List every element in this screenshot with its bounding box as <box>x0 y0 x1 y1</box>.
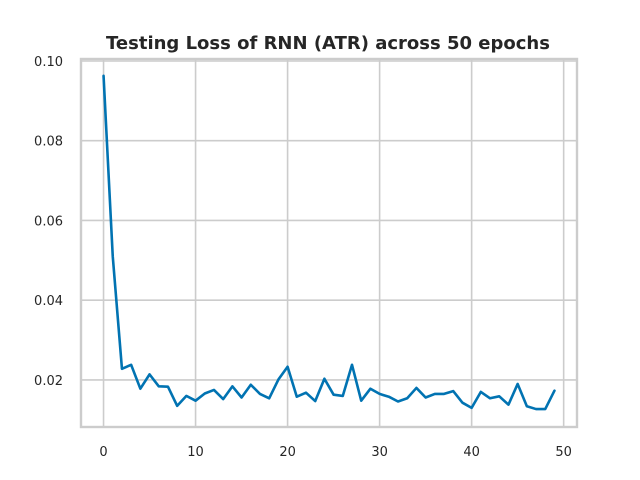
chart-title: Testing Loss of RNN (ATR) across 50 epoc… <box>106 33 550 54</box>
plot-frame-border <box>79 57 579 429</box>
x-tick-label: 40 <box>463 445 480 460</box>
y-tick-label: 0.04 <box>34 294 63 309</box>
y-axis-tick-labels: 0.02 0.04 0.06 0.08 0.10 <box>34 55 63 389</box>
y-tick-label: 0.02 <box>34 374 63 389</box>
series-layer <box>102 74 556 411</box>
x-axis-tick-labels: 0 10 20 30 40 50 <box>99 445 572 460</box>
x-tick-label: 30 <box>371 445 388 460</box>
x-tick-label: 20 <box>279 445 296 460</box>
plot-frame <box>79 57 579 429</box>
loss-series-line <box>102 74 556 411</box>
y-tick-label: 0.08 <box>34 135 63 150</box>
x-tick-label: 0 <box>99 445 107 460</box>
x-tick-label: 10 <box>187 445 204 460</box>
x-tick-label: 50 <box>555 445 572 460</box>
y-tick-label: 0.10 <box>34 55 63 70</box>
grid-lines <box>81 59 577 427</box>
y-tick-label: 0.06 <box>34 214 63 229</box>
